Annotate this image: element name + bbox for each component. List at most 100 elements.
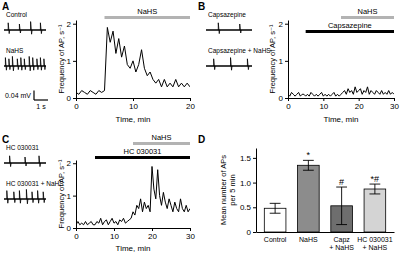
scale-bar-amplitude: [33, 90, 34, 100]
tick-label: 0: [286, 102, 291, 111]
tick: 2: [279, 20, 288, 29]
tick-mark: [133, 98, 134, 101]
error-line: [374, 184, 375, 194]
tick-label: 10: [129, 102, 138, 111]
y-axis-title: Frequency of AP, s⁻¹: [57, 24, 66, 93]
tick: 1.0: [240, 179, 256, 188]
tick-mark: [285, 98, 288, 99]
treatment-bar: [105, 16, 191, 19]
spike: [8, 23, 10, 34]
spike: [240, 24, 242, 33]
treatment-bar: [133, 142, 190, 145]
tick-label: 1: [67, 192, 72, 201]
axis-line: [289, 98, 395, 99]
spike: [37, 59, 39, 70]
tick-label: Capz+ NaHS: [329, 236, 354, 251]
x-axis-title: Time, min: [324, 115, 359, 124]
tick-label: 0: [74, 102, 79, 111]
trace: [4, 56, 46, 70]
spike: [7, 191, 9, 204]
plot-area: [264, 160, 385, 232]
tick-label: 1: [67, 57, 72, 66]
tick-label: 30: [390, 102, 399, 111]
error-bar: [270, 203, 281, 213]
trace: [4, 22, 46, 35]
tick-mark: [323, 98, 324, 101]
tick-mark: [73, 228, 76, 229]
tick: 1: [67, 192, 76, 201]
category-line: Capz: [333, 236, 350, 244]
tick-mark: [253, 232, 256, 233]
tick-label: 2: [67, 159, 72, 168]
spike: [31, 22, 32, 35]
trace-label: Control: [6, 11, 28, 18]
trace-label: Capsazepine + NaHS: [208, 47, 271, 55]
tick-label: 2: [279, 20, 284, 29]
trace-label: HC 030031: [6, 144, 39, 151]
trace: [206, 23, 252, 34]
tick-mark: [73, 61, 76, 62]
frequency-line: [288, 87, 394, 96]
x-axis: 0 10 20: [74, 98, 195, 111]
tick: 20: [148, 228, 157, 241]
y-axis-title: per 5 min: [228, 174, 237, 205]
trace: [4, 156, 46, 167]
tick: Control: [264, 236, 287, 243]
tick-mark: [285, 61, 288, 62]
spike: [32, 192, 34, 203]
tick: 0: [286, 98, 291, 111]
error-cap: [303, 170, 314, 171]
error-cap: [336, 224, 347, 225]
tick-label: 1.5: [240, 154, 252, 163]
spike: [17, 59, 19, 70]
tick: NaHS: [299, 236, 318, 243]
spike: [24, 59, 26, 70]
spike: [9, 59, 11, 70]
panel-label: D: [198, 134, 205, 145]
error-bar: [336, 187, 347, 225]
scale-bar-label: 0.04 mV: [5, 92, 31, 99]
bar: [364, 189, 386, 232]
tick-mark: [190, 228, 191, 231]
category-line: HC 030031: [357, 236, 393, 243]
baseline: [206, 29, 252, 30]
spike: [21, 58, 23, 71]
spike: [10, 156, 12, 167]
tick-label: 2: [67, 20, 72, 29]
tick: 0: [279, 94, 288, 103]
tick-mark: [359, 98, 360, 101]
tick-mark: [73, 163, 76, 164]
tick: 2: [67, 20, 76, 29]
tick-label: 10: [319, 102, 328, 111]
treatment-bar: [341, 16, 394, 19]
tick: 0: [74, 228, 79, 241]
x-axis: Control NaHS Capz+ NaHSHC 030031+ NaHS: [257, 233, 395, 252]
tick-label: 10: [110, 232, 119, 241]
treatment-label: Capsazepine: [328, 21, 372, 30]
spike: [40, 23, 42, 34]
tick-mark: [253, 207, 256, 208]
scale-bar-duration: [34, 99, 48, 100]
x-axis-title: Time, min: [116, 115, 151, 124]
tick-label: HC 030031+ NaHS: [357, 236, 393, 251]
spike: [19, 191, 21, 204]
y-axis: 00.51.01.5: [240, 149, 257, 238]
spike: [26, 189, 28, 203]
trace-label: NaHS: [6, 47, 24, 54]
panel-label: B: [198, 1, 205, 12]
tick: 20: [186, 98, 195, 111]
error-bar: [369, 184, 380, 194]
axis-line: [76, 161, 77, 229]
axis-line: [76, 21, 77, 99]
tick-label: 20: [355, 102, 364, 111]
spike: [19, 24, 21, 33]
tick: 30: [186, 228, 195, 241]
tick-label: 30: [186, 232, 195, 241]
tick-mark: [73, 98, 76, 99]
tick: 10: [110, 228, 119, 241]
tick-mark: [190, 98, 191, 101]
treatment-bar: [306, 30, 394, 33]
treatment-label: HC 030031: [124, 147, 162, 156]
treatment-label: NaHS: [151, 133, 171, 142]
tick-label: 0: [67, 224, 72, 233]
